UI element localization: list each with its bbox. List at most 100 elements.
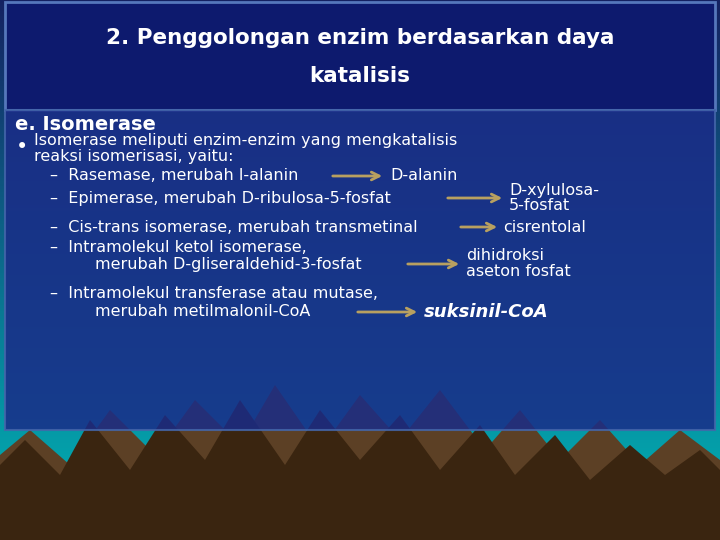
Text: –  Intramolekul transferase atau mutase,: – Intramolekul transferase atau mutase, [50, 286, 378, 300]
Bar [0, 516, 720, 518]
Bar [0, 68, 720, 70]
Bar [0, 472, 720, 475]
Bar [0, 30, 720, 32]
Bar [0, 351, 720, 354]
Bar [0, 508, 720, 510]
Bar [0, 159, 720, 162]
Bar [0, 286, 720, 289]
Bar [0, 518, 720, 521]
Bar [0, 246, 720, 248]
Bar [0, 219, 720, 221]
Bar [0, 221, 720, 224]
Bar [0, 281, 720, 284]
Bar [0, 284, 720, 286]
Bar [0, 240, 720, 243]
Bar [0, 78, 720, 81]
Bar [0, 135, 720, 138]
Bar [0, 192, 720, 194]
Bar [0, 205, 720, 208]
Bar [0, 510, 720, 513]
Bar [0, 383, 720, 386]
Bar [0, 38, 720, 40]
Bar [0, 154, 720, 157]
Bar [0, 405, 720, 408]
Text: –  Epimerase, merubah D-ribulosa-5-fosfat: – Epimerase, merubah D-ribulosa-5-fosfat [50, 191, 391, 206]
Bar [0, 62, 720, 65]
Bar [0, 346, 720, 348]
Bar [0, 259, 720, 262]
Bar [0, 227, 720, 229]
Text: –  Intramolekul ketol isomerase,: – Intramolekul ketol isomerase, [50, 240, 307, 254]
Bar [0, 235, 720, 238]
Bar [0, 424, 720, 427]
Bar [0, 454, 720, 456]
Bar [0, 208, 720, 211]
Bar [0, 308, 720, 310]
Bar [0, 289, 720, 292]
Bar [0, 130, 720, 132]
Text: aseton fosfat: aseton fosfat [466, 265, 571, 280]
Bar [0, 211, 720, 213]
Bar [0, 451, 720, 454]
Bar [0, 343, 720, 346]
Bar [0, 262, 720, 265]
Bar [0, 486, 720, 489]
Bar [0, 275, 720, 278]
Bar [0, 173, 720, 176]
Bar [0, 526, 720, 529]
Bar [0, 491, 720, 494]
Bar [0, 273, 720, 275]
Bar [0, 392, 720, 394]
Bar [0, 505, 720, 508]
Text: –  Rasemase, merubah l-alanin: – Rasemase, merubah l-alanin [50, 168, 298, 184]
Bar [0, 132, 720, 135]
Bar [0, 197, 720, 200]
Bar [0, 162, 720, 165]
Bar [0, 446, 720, 448]
Bar [0, 186, 720, 189]
Bar [0, 297, 720, 300]
Bar [0, 43, 720, 46]
Bar [0, 373, 720, 375]
Text: Isomerase meliputi enzim-enzim yang mengkatalisis: Isomerase meliputi enzim-enzim yang meng… [34, 133, 457, 148]
Bar [0, 475, 720, 478]
Bar [0, 537, 720, 540]
Bar [0, 54, 720, 57]
Bar [0, 408, 720, 410]
Bar [0, 151, 720, 154]
Bar [0, 265, 720, 267]
Bar [0, 410, 720, 413]
Text: dihidroksi: dihidroksi [466, 248, 544, 264]
Bar [0, 103, 720, 105]
Bar [0, 375, 720, 378]
Bar [0, 111, 720, 113]
Bar [0, 494, 720, 497]
Bar [0, 59, 720, 62]
Bar [0, 122, 720, 124]
Bar [0, 254, 720, 256]
Bar [0, 300, 720, 302]
Bar [0, 470, 720, 472]
Bar [0, 348, 720, 351]
Bar [0, 100, 720, 103]
Bar [0, 440, 720, 443]
Bar [0, 483, 720, 486]
Bar [0, 367, 720, 370]
Bar [0, 464, 720, 467]
Bar [0, 421, 720, 424]
Bar [0, 19, 720, 22]
Bar [0, 305, 720, 308]
Bar [0, 181, 720, 184]
Bar [0, 378, 720, 381]
Bar [0, 127, 720, 130]
Bar [0, 489, 720, 491]
Bar [0, 140, 720, 143]
Bar [0, 502, 720, 505]
Bar [0, 478, 720, 481]
Bar [0, 302, 720, 305]
Bar [5, 110, 715, 430]
Bar [0, 146, 720, 148]
Bar [0, 35, 720, 38]
Bar [0, 57, 720, 59]
Text: D-xylulosa-: D-xylulosa- [509, 183, 599, 198]
